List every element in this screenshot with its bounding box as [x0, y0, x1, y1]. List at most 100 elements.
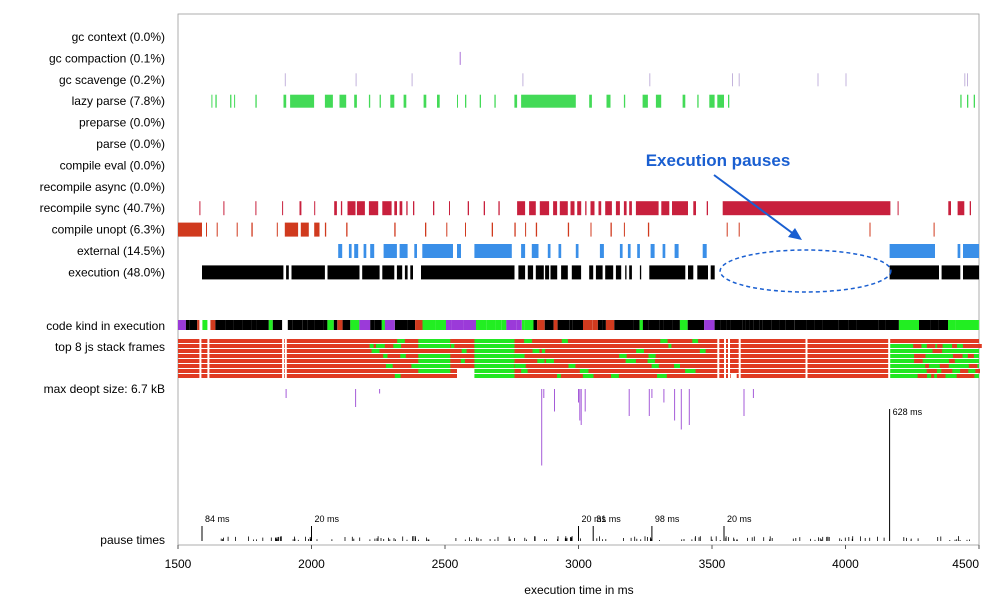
timeline-event [347, 201, 356, 216]
code-kind-segment [726, 320, 731, 330]
code-kind-segment [642, 320, 648, 330]
timeline-event [726, 222, 728, 237]
stack-frame-segment [917, 374, 927, 378]
code-kind-segment [919, 320, 931, 330]
plot-frame [177, 13, 980, 546]
code-kind-segment [704, 320, 715, 330]
row-label: parse (0.0%) [96, 137, 165, 151]
stack-frame-segment [949, 359, 955, 363]
code-kind-segment [374, 320, 382, 330]
timeline-event [286, 265, 289, 280]
code-kind-segment [285, 320, 293, 330]
stack-frame-gap [805, 339, 808, 379]
timeline-event [216, 222, 218, 237]
stack-frame-segment [685, 369, 696, 373]
stack-frame-segment [579, 369, 589, 373]
stack-frame-segment [394, 374, 401, 378]
timeline-event [314, 222, 320, 237]
code-kind-segment [794, 320, 807, 330]
code-kind-label: code kind in execution [46, 319, 165, 333]
code-kind-segment [429, 320, 436, 330]
stack-frame-segment [625, 359, 636, 363]
stack-frame-segment [941, 369, 945, 373]
stack-frame-segment [524, 339, 533, 343]
timeline-event [421, 265, 515, 280]
code-kind-segment [848, 320, 857, 330]
stack-frame-segment [660, 339, 668, 343]
stack-frame-segment [621, 354, 627, 358]
timeline-event [933, 222, 935, 237]
stack-frame-segment [480, 349, 489, 353]
timeline-event [211, 94, 213, 108]
code-kind-segment [745, 320, 750, 330]
timeline-event [437, 94, 440, 108]
timeline-event [889, 265, 939, 280]
timeline-event [547, 244, 551, 258]
timeline-event [491, 222, 493, 237]
stack-frame-segment [914, 359, 923, 363]
stack-frame-segment [914, 354, 921, 358]
timeline-event [300, 222, 309, 237]
timeline-event [414, 244, 417, 258]
code-kind-segment [720, 320, 727, 330]
stack-frame-segment [537, 359, 545, 363]
timeline-event [399, 244, 408, 258]
timeline-event [234, 94, 236, 108]
code-kind-segment [714, 320, 721, 330]
code-kind-segment [930, 320, 939, 330]
stack-frame-segment [971, 374, 975, 378]
stack-frame-segment [541, 349, 546, 353]
code-kind-segment [225, 320, 234, 330]
code-kind-segment [506, 320, 517, 330]
stack-frame-segment [505, 344, 512, 348]
timeline-event [354, 94, 357, 108]
timeline-event [324, 94, 333, 108]
timeline-event [535, 222, 538, 237]
stack-frame-segment [418, 344, 451, 348]
stack-frames-label: top 8 js stack frames [55, 340, 165, 354]
timeline-event [255, 94, 257, 108]
pause-annotation: 20 ms [315, 514, 340, 524]
code-kind-segment [415, 320, 423, 330]
stack-frame-segment [952, 344, 957, 348]
code-kind-segment [697, 320, 705, 330]
stack-frame-segment [931, 374, 935, 378]
code-kind-segment [209, 320, 216, 330]
code-kind-segment [407, 320, 416, 330]
stack-frame-segment [647, 359, 655, 363]
stack-frame-gap [207, 339, 210, 379]
code-kind-segment [342, 320, 351, 330]
timeline-event [514, 222, 516, 237]
x-tick-label: 2500 [432, 557, 459, 571]
timeline-event [474, 244, 512, 258]
stack-frame-segment [393, 344, 398, 348]
code-kind-segment [486, 320, 496, 330]
timeline-event [973, 94, 975, 108]
pause-annotation: 20 ms [582, 514, 607, 524]
timeline-event [629, 265, 632, 280]
timeline-event [655, 94, 662, 108]
timeline-event [969, 201, 971, 216]
stack-frame-segment [939, 364, 949, 368]
code-kind-segment [333, 320, 338, 330]
timeline-event [383, 244, 397, 258]
row-label: lazy parse (7.8%) [72, 94, 165, 108]
timeline-event [382, 265, 395, 280]
timeline-event [338, 244, 343, 258]
timeline-event [619, 244, 623, 258]
timeline-event [339, 94, 347, 108]
code-kind-gap [284, 320, 288, 330]
timeline-event [570, 201, 575, 216]
timeline-event [457, 94, 458, 108]
timeline-event [590, 201, 595, 216]
timeline-event [531, 244, 539, 258]
timeline-event [957, 244, 961, 258]
pause-annotation: 98 ms [655, 514, 680, 524]
stack-frame-segment [561, 339, 568, 343]
stack-frame-segment [474, 374, 515, 378]
code-kind-segment [178, 320, 186, 330]
timeline-event [589, 94, 592, 108]
code-kind-segment [185, 320, 190, 330]
code-kind-segment [955, 320, 969, 330]
timeline-event [422, 244, 453, 258]
